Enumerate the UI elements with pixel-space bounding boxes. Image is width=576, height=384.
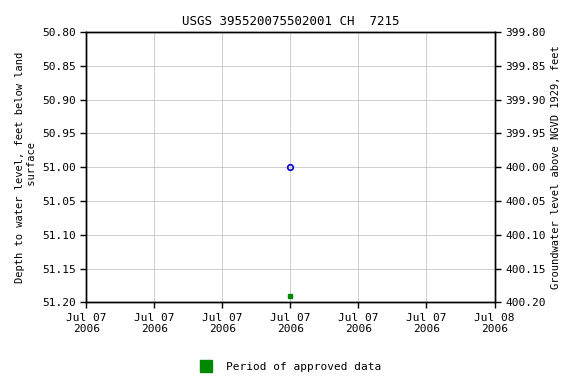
Title: USGS 395520075502001 CH  7215: USGS 395520075502001 CH 7215 bbox=[181, 15, 399, 28]
Legend: Period of approved data: Period of approved data bbox=[191, 358, 385, 377]
Y-axis label: Depth to water level, feet below land
 surface: Depth to water level, feet below land su… bbox=[15, 51, 37, 283]
Y-axis label: Groundwater level above NGVD 1929, feet: Groundwater level above NGVD 1929, feet bbox=[551, 45, 561, 289]
